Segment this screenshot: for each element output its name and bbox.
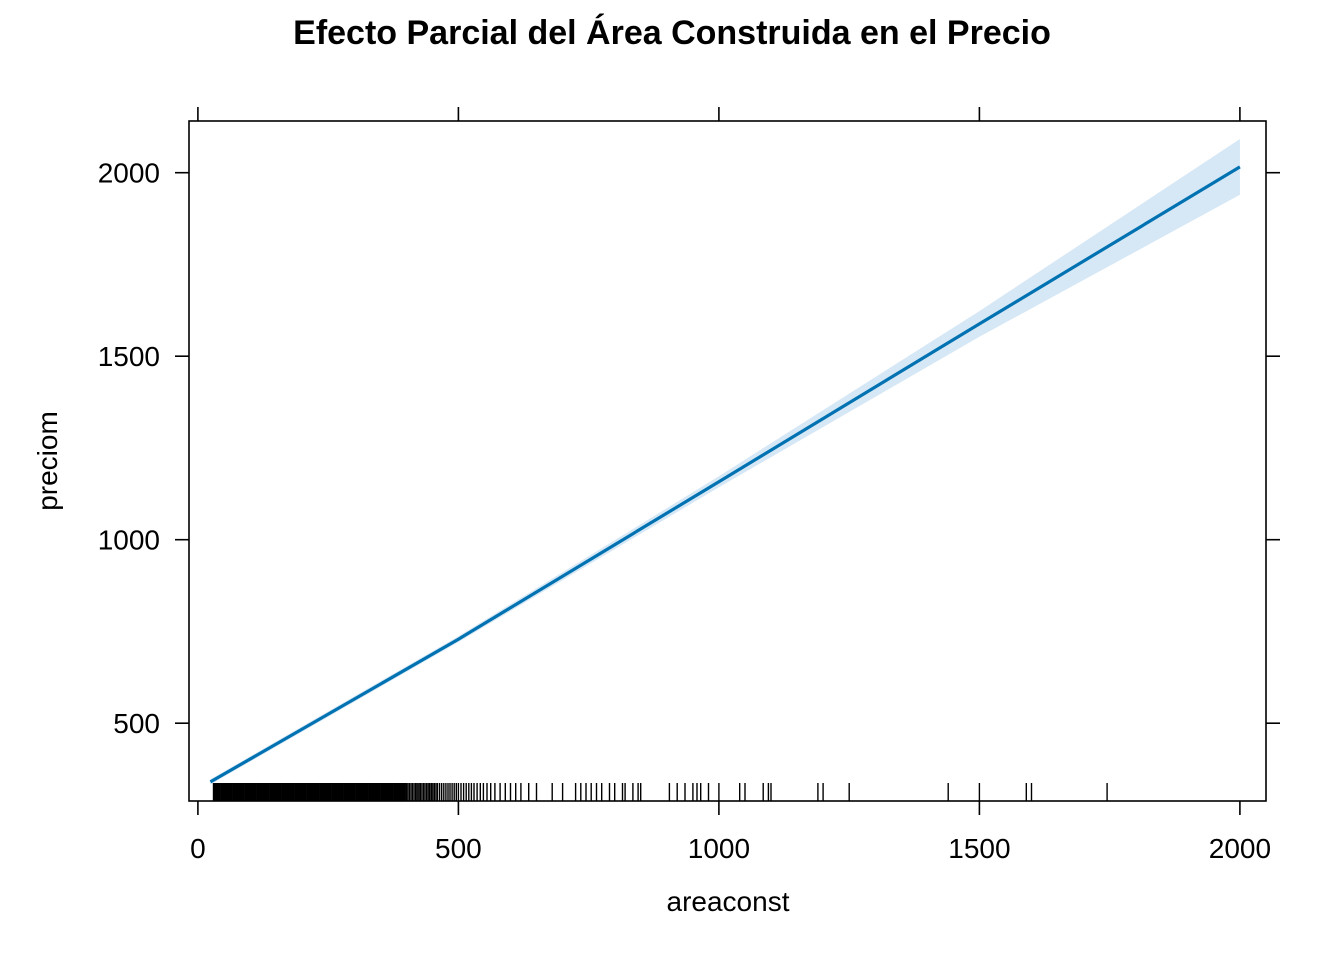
y-axis-label: preciom xyxy=(32,411,63,511)
y-tick-label: 500 xyxy=(113,708,160,739)
y-tick-label: 1000 xyxy=(98,525,160,556)
y-tick-label: 1500 xyxy=(98,341,160,372)
rug-marks xyxy=(212,783,1108,801)
x-tick-label: 500 xyxy=(435,833,482,864)
x-tick-label: 1500 xyxy=(948,833,1010,864)
plot-frame xyxy=(188,120,1267,802)
x-tick-label: 1000 xyxy=(688,833,750,864)
y-axis: 500 1000 1500 2000 xyxy=(98,158,1280,739)
fit-line xyxy=(209,165,1241,784)
plot-area xyxy=(188,120,1267,802)
y-tick-label: 2000 xyxy=(98,158,160,189)
x-tick-label: 2000 xyxy=(1209,833,1271,864)
x-axis: 0 500 1000 1500 2000 xyxy=(190,107,1271,864)
x-tick-label: 0 xyxy=(190,833,206,864)
chart-title: Efecto Parcial del Área Construida en el… xyxy=(293,14,1051,52)
x-axis-label: areaconst xyxy=(667,886,790,917)
confidence-band xyxy=(210,139,1240,785)
